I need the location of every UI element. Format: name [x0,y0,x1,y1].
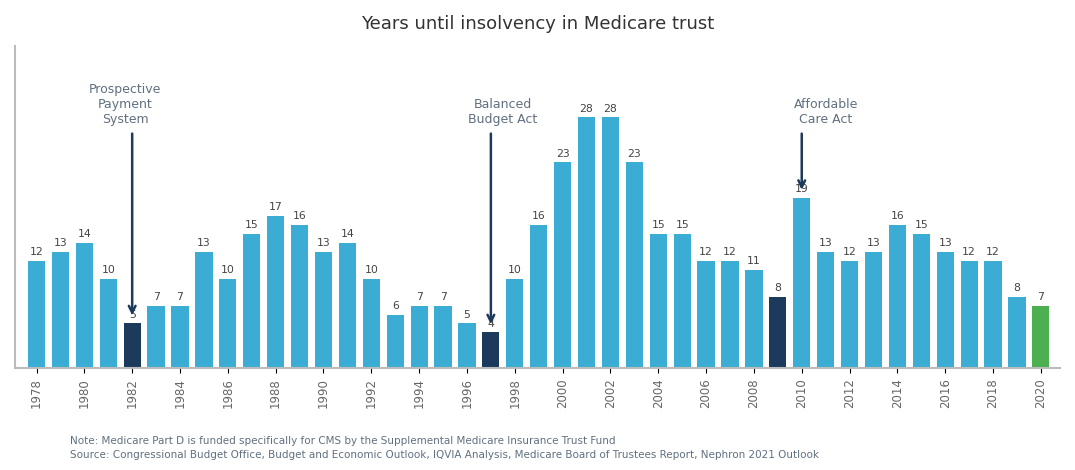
Text: 12: 12 [30,247,43,257]
Text: 17: 17 [269,203,283,212]
Text: 13: 13 [197,238,211,248]
Text: Prospective
Payment
System: Prospective Payment System [89,83,161,126]
Bar [267,216,284,368]
Bar [554,162,571,368]
Text: 7: 7 [440,292,446,302]
Text: 11: 11 [747,256,761,266]
Bar [124,323,141,368]
Text: 5: 5 [129,310,135,320]
Text: 16: 16 [890,212,904,221]
Text: 10: 10 [220,265,234,275]
Bar [985,261,1002,368]
Bar [1032,306,1049,368]
Text: 28: 28 [603,104,617,114]
Bar [315,252,332,368]
Title: Years until insolvency in Medicare trust: Years until insolvency in Medicare trust [361,15,714,33]
Bar [865,252,883,368]
Text: 10: 10 [101,265,115,275]
Bar [458,323,475,368]
Text: 7: 7 [1037,292,1044,302]
Text: 13: 13 [317,238,330,248]
Bar [841,261,858,368]
Bar [626,162,643,368]
Bar [602,118,619,368]
Text: 14: 14 [77,229,91,239]
Text: 7: 7 [176,292,184,302]
Bar [721,261,739,368]
Text: 12: 12 [843,247,857,257]
Bar [219,279,236,368]
Bar [147,306,164,368]
Bar [196,252,213,368]
Bar [243,234,260,368]
Text: 10: 10 [364,265,378,275]
Bar [171,306,188,368]
Bar [28,261,45,368]
Text: 5: 5 [463,310,471,320]
Bar [770,297,787,368]
Bar [793,198,811,368]
Bar [745,270,762,368]
Text: 15: 15 [245,220,259,230]
Text: 8: 8 [1014,283,1020,293]
Bar [649,234,666,368]
Text: Affordable
Care Act: Affordable Care Act [793,98,858,126]
Bar [339,243,356,368]
Text: 7: 7 [416,292,422,302]
Text: Note: Medicare Part D is funded specifically for CMS by the Supplemental Medicar: Note: Medicare Part D is funded specific… [70,436,615,446]
Text: 12: 12 [962,247,976,257]
Bar [889,225,906,368]
Text: 10: 10 [507,265,521,275]
Text: 13: 13 [819,238,832,248]
Text: 8: 8 [774,283,782,293]
Bar [817,252,834,368]
Text: 13: 13 [938,238,952,248]
Text: 7: 7 [153,292,159,302]
Bar [578,118,596,368]
Bar [483,332,500,368]
Text: 13: 13 [54,238,68,248]
Bar [411,306,428,368]
Text: 12: 12 [699,247,713,257]
Bar [75,243,92,368]
Text: 15: 15 [651,220,665,230]
Bar [1008,297,1026,368]
Text: 19: 19 [794,184,808,195]
Text: Source: Congressional Budget Office, Budget and Economic Outlook, IQVIA Analysis: Source: Congressional Budget Office, Bud… [70,450,819,460]
Bar [100,279,117,368]
Bar [913,234,930,368]
Bar [52,252,69,368]
Bar [674,234,691,368]
Bar [698,261,715,368]
Bar [506,279,524,368]
Text: 14: 14 [341,229,355,239]
Text: 15: 15 [675,220,689,230]
Bar [362,279,379,368]
Text: 13: 13 [866,238,880,248]
Bar [961,261,978,368]
Text: Balanced
Budget Act: Balanced Budget Act [469,98,538,126]
Text: 15: 15 [915,220,928,230]
Bar [936,252,954,368]
Text: 6: 6 [391,301,399,311]
Text: 16: 16 [532,212,546,221]
Bar [291,225,309,368]
Text: 16: 16 [292,212,306,221]
Text: 23: 23 [628,149,641,158]
Text: 23: 23 [556,149,570,158]
Bar [387,314,404,368]
Text: 4: 4 [487,319,495,329]
Text: 28: 28 [579,104,593,114]
Text: 12: 12 [986,247,1000,257]
Bar [530,225,547,368]
Bar [434,306,451,368]
Text: 12: 12 [723,247,736,257]
